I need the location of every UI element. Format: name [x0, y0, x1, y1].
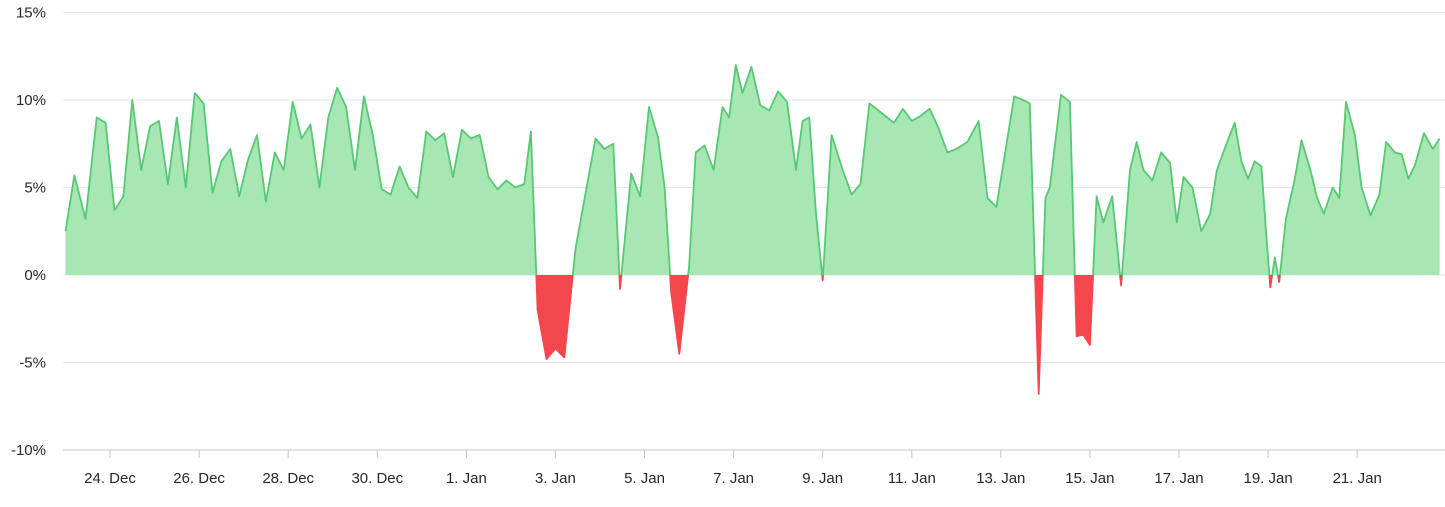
series-area-positive [64, 64, 1441, 275]
x-tick-label: 9. Jan [802, 470, 843, 487]
y-tick-label: 5% [24, 180, 46, 197]
x-tick-label: 11. Jan [888, 470, 936, 487]
y-tick-label: 10% [16, 92, 46, 109]
x-tick-label: 13. Jan [976, 470, 1025, 487]
x-tick-label: 21. Jan [1333, 470, 1382, 487]
y-tick-label: 15% [16, 5, 46, 22]
y-tick-label: -10% [11, 442, 46, 459]
x-tick-label: 1. Jan [446, 470, 487, 487]
y-tick-label: 0% [24, 267, 46, 284]
x-tick-label: 7. Jan [713, 470, 754, 487]
x-tick-label: 15. Jan [1065, 470, 1114, 487]
x-tick-label: 26. Dec [173, 470, 225, 487]
x-tick-label: 30. Dec [351, 470, 403, 487]
y-tick-label: -5% [19, 355, 46, 372]
x-tick-label: 19. Jan [1243, 470, 1292, 487]
x-tick-label: 28. Dec [262, 470, 314, 487]
x-tick-label: 3. Jan [535, 470, 576, 487]
x-tick-label: 17. Jan [1154, 470, 1203, 487]
x-tick-label: 5. Jan [624, 470, 665, 487]
x-tick-label: 24. Dec [84, 470, 136, 487]
